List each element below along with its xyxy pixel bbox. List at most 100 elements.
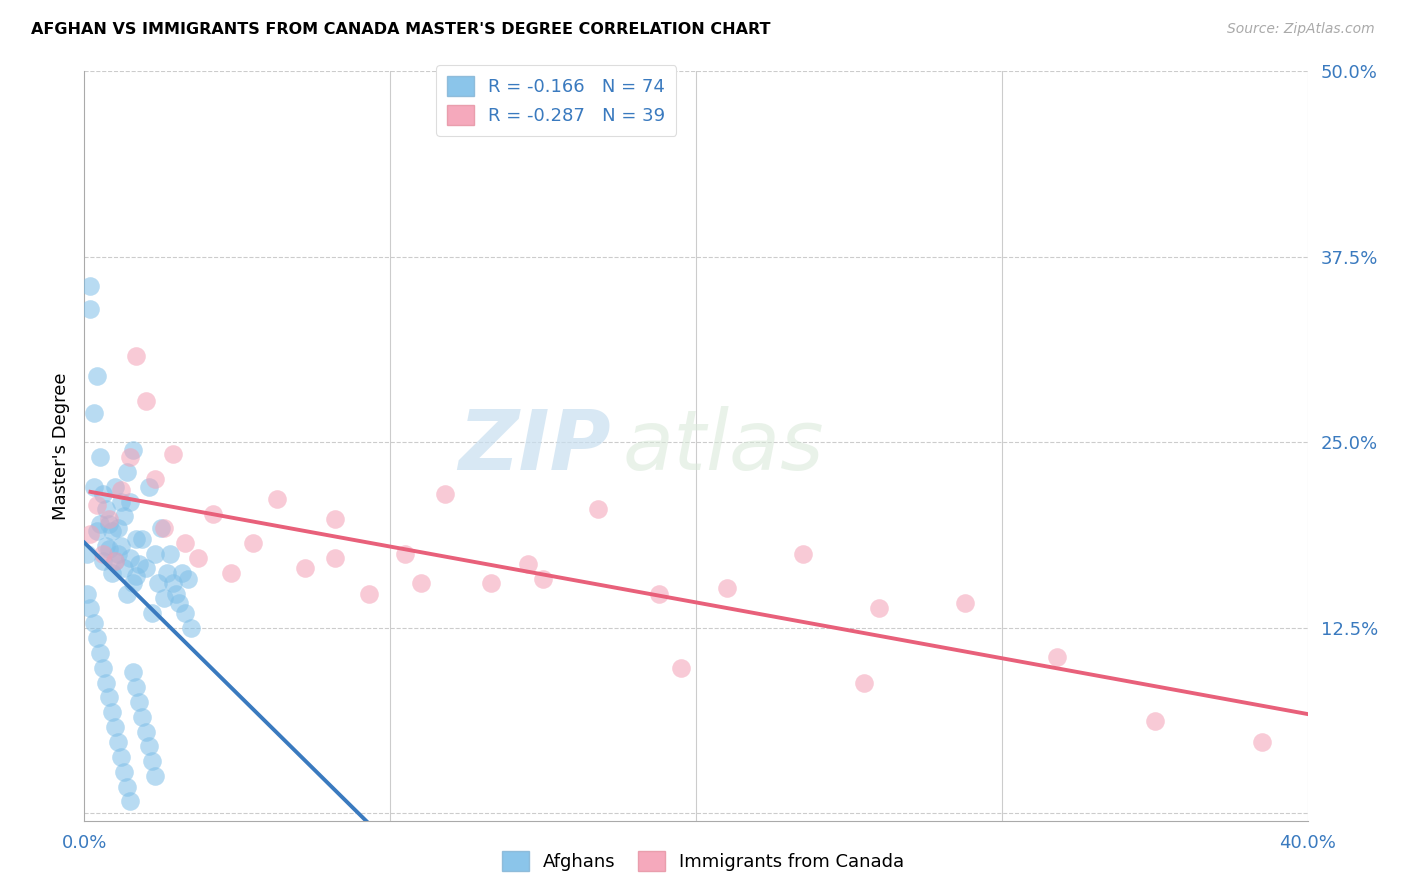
Point xyxy=(94,675,117,690)
Point xyxy=(167,595,190,609)
Point xyxy=(104,720,127,734)
Point xyxy=(149,521,172,535)
Point xyxy=(409,576,432,591)
Point xyxy=(159,547,181,561)
Legend: Afghans, Immigrants from Canada: Afghans, Immigrants from Canada xyxy=(495,844,911,879)
Text: atlas: atlas xyxy=(623,406,824,486)
Point xyxy=(669,661,692,675)
Point xyxy=(107,547,129,561)
Point xyxy=(172,566,194,580)
Y-axis label: Master's Degree: Master's Degree xyxy=(52,372,70,520)
Point xyxy=(1143,714,1166,729)
Point xyxy=(716,581,738,595)
Point xyxy=(125,569,148,583)
Point xyxy=(115,780,138,794)
Point xyxy=(394,547,416,561)
Point xyxy=(141,606,163,620)
Point xyxy=(79,301,101,316)
Point xyxy=(83,480,105,494)
Point xyxy=(1250,735,1272,749)
Point xyxy=(135,724,157,739)
Point xyxy=(86,631,108,645)
Point xyxy=(131,532,153,546)
Point xyxy=(83,616,105,631)
Point xyxy=(434,487,457,501)
Point xyxy=(120,450,142,464)
Point xyxy=(162,576,184,591)
Point xyxy=(76,587,98,601)
Point xyxy=(141,754,163,768)
Point xyxy=(177,572,200,586)
Point xyxy=(79,279,101,293)
Point xyxy=(479,576,502,591)
Point xyxy=(107,521,129,535)
Point xyxy=(162,447,184,461)
Point xyxy=(89,516,111,531)
Point xyxy=(266,491,288,506)
Point xyxy=(323,551,346,566)
Point xyxy=(122,442,145,457)
Point xyxy=(953,595,976,609)
Point xyxy=(110,539,132,553)
Point xyxy=(107,735,129,749)
Point xyxy=(294,561,316,575)
Point xyxy=(83,406,105,420)
Point xyxy=(143,472,166,486)
Point xyxy=(516,557,538,571)
Point xyxy=(219,566,242,580)
Point xyxy=(174,606,197,620)
Point xyxy=(122,665,145,680)
Point xyxy=(153,591,176,605)
Point xyxy=(86,498,108,512)
Point xyxy=(146,576,169,591)
Point xyxy=(101,566,124,580)
Point xyxy=(91,487,114,501)
Point xyxy=(586,502,609,516)
Point xyxy=(128,557,150,571)
Point xyxy=(94,539,117,553)
Point xyxy=(201,507,224,521)
Point xyxy=(79,601,101,615)
Point xyxy=(143,769,166,783)
Point xyxy=(869,601,891,615)
Point xyxy=(97,512,120,526)
Point xyxy=(79,527,101,541)
Point xyxy=(180,621,202,635)
Text: AFGHAN VS IMMIGRANTS FROM CANADA MASTER'S DEGREE CORRELATION CHART: AFGHAN VS IMMIGRANTS FROM CANADA MASTER'… xyxy=(31,22,770,37)
Text: ZIP: ZIP xyxy=(458,406,610,486)
Point xyxy=(101,706,124,720)
Point xyxy=(91,661,114,675)
Point xyxy=(165,587,187,601)
Point xyxy=(138,739,160,754)
Point xyxy=(112,509,135,524)
Point xyxy=(97,542,120,557)
Point xyxy=(89,646,111,660)
Point xyxy=(156,566,179,580)
Point xyxy=(112,764,135,779)
Point xyxy=(97,690,120,705)
Point xyxy=(1046,650,1069,665)
Point xyxy=(131,710,153,724)
Legend: R = -0.166   N = 74, R = -0.287   N = 39: R = -0.166 N = 74, R = -0.287 N = 39 xyxy=(436,65,676,136)
Text: Source: ZipAtlas.com: Source: ZipAtlas.com xyxy=(1227,22,1375,37)
Point xyxy=(125,680,148,694)
Point xyxy=(104,554,127,568)
Point xyxy=(104,554,127,568)
Point xyxy=(120,794,142,808)
Point xyxy=(86,368,108,383)
Point xyxy=(531,572,554,586)
Point xyxy=(86,524,108,539)
Point xyxy=(89,450,111,464)
Point xyxy=(91,547,114,561)
Point xyxy=(122,576,145,591)
Point xyxy=(115,587,138,601)
Point xyxy=(101,524,124,539)
Point xyxy=(110,749,132,764)
Point xyxy=(853,675,876,690)
Point xyxy=(91,554,114,568)
Point xyxy=(153,521,176,535)
Point xyxy=(138,480,160,494)
Point xyxy=(128,695,150,709)
Point xyxy=(94,502,117,516)
Point xyxy=(112,561,135,575)
